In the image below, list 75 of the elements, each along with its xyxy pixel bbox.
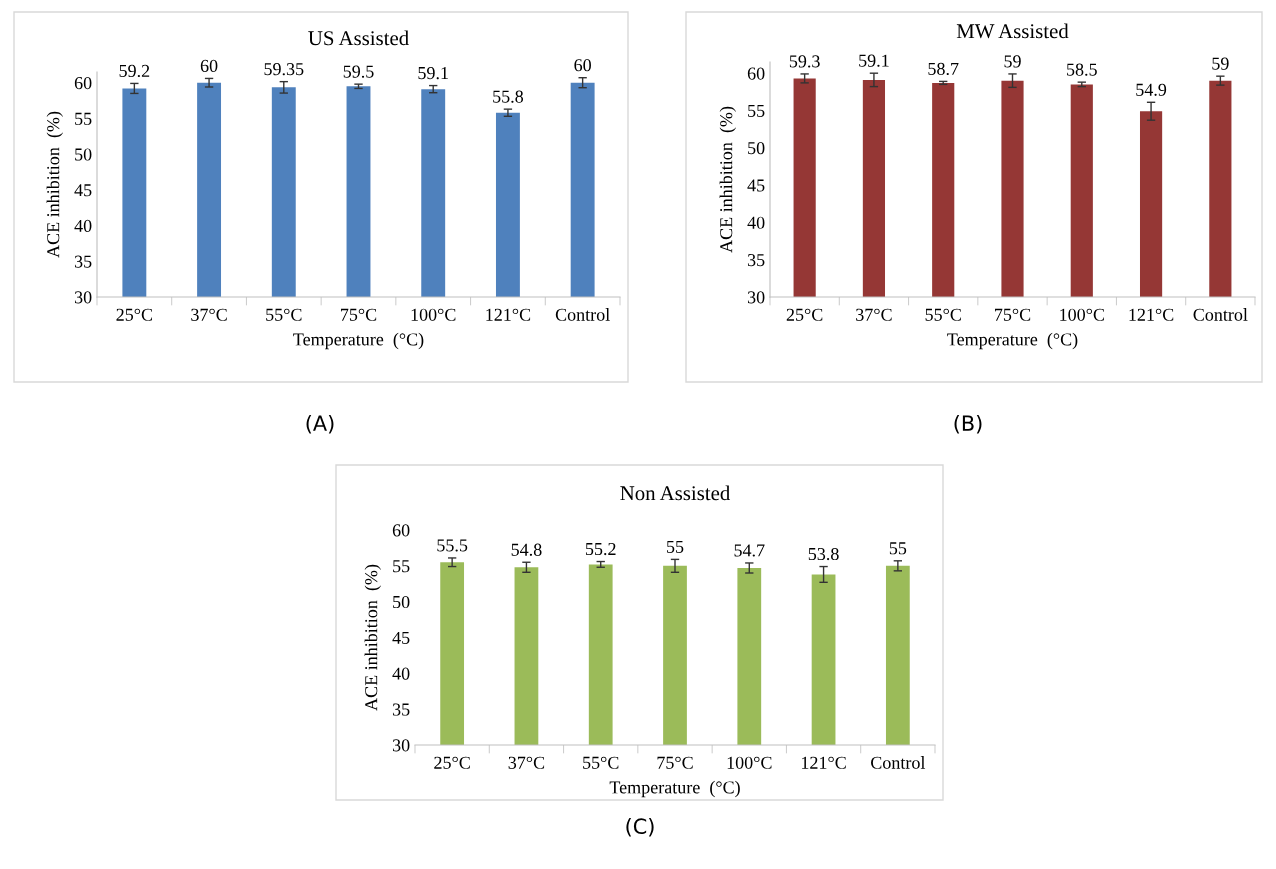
data-label: 55: [889, 542, 907, 555]
x-tick-label: 25°C: [786, 308, 823, 321]
text: (A): [306, 414, 334, 434]
y-tick-label: 55: [748, 104, 765, 117]
x-tick-label: 25°C: [434, 756, 470, 769]
y-axis-title: ACE inhibition (%): [364, 564, 381, 711]
y-axis-title: ACE inhibition (%): [719, 106, 736, 253]
x-tick-label: 55°C: [583, 756, 619, 769]
data-label: 59.35: [264, 63, 304, 76]
chart-title: Non Assisted: [620, 485, 731, 501]
x-tick-label: 55°C: [925, 308, 961, 321]
x-tick-label: 25°C: [116, 308, 153, 321]
data-label: 59: [1004, 55, 1021, 68]
text: (C): [626, 817, 654, 837]
x-tick-label: 37°C: [856, 308, 892, 321]
chart-title: MW Assisted: [956, 23, 1069, 39]
x-axis-title: Temperature (°C): [293, 332, 424, 350]
x-tick-label: 121°C: [486, 308, 531, 321]
x-axis-title: Temperature (°C): [609, 780, 740, 798]
y-tick-label: 35: [392, 703, 410, 716]
y-tick-label: 45: [747, 179, 765, 192]
y-tick-label: 35: [747, 254, 765, 267]
y-tick-label: 40: [747, 216, 765, 229]
data-label: 55: [667, 540, 684, 553]
y-tick-label: 50: [75, 148, 92, 161]
data-label: 59.5: [343, 65, 374, 78]
y-tick-label: 60: [747, 67, 765, 80]
data-label: 59.3: [789, 55, 820, 68]
x-axis-title: Temperature (°C): [947, 332, 1078, 350]
y-tick-label: 30: [74, 291, 92, 304]
data-label: 59.1: [418, 66, 448, 80]
data-label: 54.8: [511, 543, 542, 556]
x-tick-label: 100°C: [411, 308, 456, 321]
data-label: 59: [1212, 57, 1229, 70]
data-label: 55.2: [585, 542, 616, 556]
x-tick-label: 121°C: [1129, 308, 1174, 321]
y-tick-label: 35: [74, 255, 92, 268]
x-tick-label: 37°C: [508, 756, 545, 769]
y-tick-label: 30: [392, 739, 410, 752]
y-tick-label: 40: [392, 667, 410, 680]
y-tick-label: 30: [747, 291, 765, 304]
data-label: 58.5: [1067, 63, 1097, 76]
y-tick-label: 45: [74, 184, 92, 197]
x-tick-label: 75°C: [341, 308, 377, 321]
x-tick-label: 75°C: [995, 308, 1031, 321]
data-label: 59.2: [119, 64, 150, 78]
data-label: 54.9: [1136, 83, 1167, 96]
x-tick-label: 37°C: [191, 308, 227, 321]
chart-title: US Assisted: [308, 30, 409, 46]
y-tick-label: 55: [75, 112, 92, 125]
y-tick-label: 45: [392, 631, 410, 644]
data-label: 60: [200, 59, 218, 72]
data-label: 59.1: [859, 54, 889, 67]
x-tick-label: Control: [555, 308, 610, 321]
data-label: 55.5: [437, 539, 468, 552]
y-tick-label: 55: [393, 560, 410, 573]
x-tick-label: 100°C: [1060, 308, 1104, 321]
x-tick-label: 55°C: [266, 308, 302, 321]
y-tick-label: 50: [748, 142, 765, 155]
y-tick-label: 50: [393, 595, 410, 609]
x-tick-label: 75°C: [657, 756, 693, 769]
y-tick-label: 40: [74, 219, 92, 233]
data-label: 54.7: [734, 544, 765, 557]
text: (B): [954, 414, 982, 434]
y-axis-title: ACE inhibition (%): [46, 111, 63, 258]
data-label: 55.8: [493, 90, 524, 103]
x-tick-label: Control: [871, 756, 926, 769]
x-tick-label: 121°C: [801, 756, 846, 769]
y-tick-label: 60: [74, 76, 92, 90]
y-tick-label: 60: [392, 524, 410, 537]
data-label: 58.7: [928, 62, 959, 76]
x-tick-label: 100°C: [727, 756, 772, 769]
data-label: 53.8: [808, 547, 839, 561]
data-label: 60: [574, 59, 591, 72]
x-tick-label: Control: [1193, 308, 1248, 321]
